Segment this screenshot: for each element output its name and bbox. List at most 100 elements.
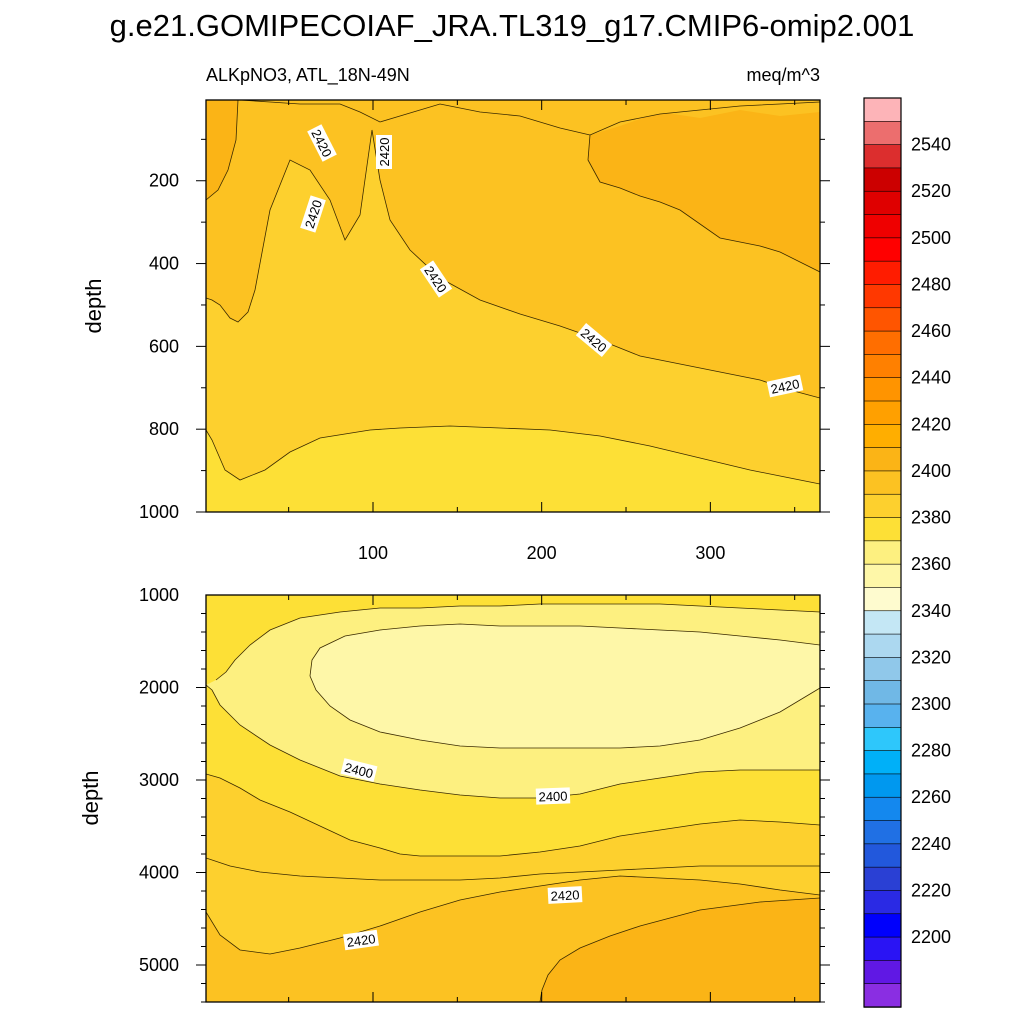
colorbar-swatch <box>863 167 902 192</box>
colorbar-swatch <box>863 587 902 612</box>
upper-fill-surface-dip <box>206 100 820 135</box>
upper-contour-2410 <box>206 425 820 485</box>
upper-x-tick-label: 200 <box>527 543 557 563</box>
colorbar-label: 2540 <box>911 135 951 155</box>
lower-contour-fills <box>206 595 820 1002</box>
colorbar-swatch <box>863 97 902 123</box>
colorbar: 2540 2520 2500 2480 2460 2440 2420 2400 2380 2360… <box>863 97 951 1008</box>
lower-y-tick-label: 1000 <box>139 585 179 605</box>
lower-contour-2420 <box>206 875 820 955</box>
upper-panel: ALKpNO3, ATL_18N-49N meq/m^3 2420 2420 <box>81 65 830 563</box>
colorbar-swatch <box>863 913 902 938</box>
colorbar-label: 2220 <box>911 880 951 900</box>
lower-clabel-2: 2400 <box>535 787 571 805</box>
colorbar-swatch <box>863 237 902 262</box>
svg-text:2400: 2400 <box>538 788 567 804</box>
upper-plot-frame <box>205 99 821 513</box>
upper-clabel-2: 2420 <box>376 135 392 169</box>
colorbar-swatch <box>863 214 902 239</box>
colorbar-swatch <box>863 843 902 868</box>
lower-contour-labels: 2400 2400 2420 2420 <box>340 758 583 951</box>
upper-y-tick-label: 200 <box>149 171 179 191</box>
colorbar-swatch <box>863 610 902 635</box>
colorbar-swatch <box>863 260 902 286</box>
colorbar-swatch <box>863 866 902 892</box>
svg-text:2400: 2400 <box>343 760 375 782</box>
lower-y-axis-title: depth <box>78 770 103 825</box>
colorbar-swatch <box>863 773 902 798</box>
lower-y-tick-label: 5000 <box>139 955 179 975</box>
colorbar-swatch <box>863 540 902 565</box>
svg-text:2420: 2420 <box>346 931 377 950</box>
colorbar-swatch <box>863 936 902 962</box>
colorbar-swatch <box>863 960 902 985</box>
colorbar-swatch <box>863 517 902 542</box>
colorbar-swatch <box>863 121 902 146</box>
colorbar-swatch <box>863 144 902 169</box>
svg-text:2420: 2420 <box>550 887 580 903</box>
colorbar-label: 2260 <box>911 787 951 807</box>
colorbar-label: 2440 <box>911 368 951 388</box>
colorbar-swatch <box>863 890 902 915</box>
upper-y-tick-label: 600 <box>149 336 179 356</box>
colorbar-swatch <box>863 750 902 775</box>
upper-y-axis-title: depth <box>81 278 106 333</box>
colorbar-label: 2480 <box>911 274 951 294</box>
colorbar-swatch <box>863 657 902 682</box>
svg-text:2420: 2420 <box>377 138 392 167</box>
upper-y-tick-label: 400 <box>149 254 179 274</box>
upper-y-tick-label: 800 <box>149 419 179 439</box>
colorbar-label: 2320 <box>911 647 951 667</box>
colorbar-swatch <box>863 820 902 845</box>
colorbar-swatch <box>863 703 902 729</box>
colorbar-swatch <box>863 424 902 449</box>
lower-fill-2430 <box>540 898 820 1002</box>
upper-fill-2430-west <box>206 100 238 200</box>
colorbar-label: 2380 <box>911 508 951 528</box>
upper-right-string: meq/m^3 <box>747 65 820 85</box>
colorbar-swatch <box>863 330 902 356</box>
colorbar-swatch <box>863 307 902 332</box>
colorbar-label: 2340 <box>911 601 951 621</box>
colorbar-label: 2360 <box>911 554 951 574</box>
lower-contour-2410 <box>206 773 820 857</box>
colorbar-label: 2520 <box>911 181 951 201</box>
lower-y-tick-label: 3000 <box>139 770 179 790</box>
colorbar-swatch <box>863 354 902 379</box>
lower-y-tick-label: 4000 <box>139 863 179 883</box>
lower-contour-2390 <box>309 623 820 749</box>
svg-text:2420: 2420 <box>769 376 800 397</box>
colorbar-swatch <box>863 447 902 472</box>
upper-clabel-6: 2420 <box>766 374 804 398</box>
upper-contour-2430-west <box>206 100 239 201</box>
upper-contour-2430-east <box>587 101 820 273</box>
colorbar-label: 2460 <box>911 321 951 341</box>
colorbar-label: 2300 <box>911 694 951 714</box>
lower-panel: 2400 2400 2420 2420 1000 2000 3000 4000 5000… <box>78 585 830 1003</box>
lower-clabel-1: 2400 <box>340 758 378 782</box>
colorbar-label: 2400 <box>911 461 951 481</box>
colorbar-swatch <box>863 796 902 822</box>
lower-contour-2400-top <box>215 603 820 681</box>
colorbar-swatch <box>863 377 902 402</box>
lower-ticks: 1000 2000 3000 4000 5000 <box>139 585 830 1003</box>
colorbar-swatch <box>863 563 902 589</box>
lower-y-tick-label: 2000 <box>139 678 179 698</box>
lower-contour-2410-b <box>206 857 820 881</box>
colorbar-label: 2200 <box>911 927 951 947</box>
colorbar-swatch <box>863 633 902 659</box>
lower-contour-2430 <box>539 897 820 1002</box>
colorbar-swatch <box>863 727 902 752</box>
colorbar-swatch <box>863 284 902 309</box>
colorbar-label: 2420 <box>911 414 951 434</box>
colorbar-label: 2280 <box>911 741 951 761</box>
lower-clabel-3: 2420 <box>547 886 583 904</box>
colorbar-swatch <box>863 983 902 1008</box>
colorbar-swatch <box>863 493 902 519</box>
upper-ticks: 100 200 300 200 400 600 800 1000 <box>139 100 830 563</box>
colorbar-label: 2500 <box>911 228 951 248</box>
colorbar-swatch <box>863 400 902 426</box>
figure-title: g.e21.GOMIPECOIAF_JRA.TL319_g17.CMIP6-om… <box>110 8 915 43</box>
colorbar-label: 2240 <box>911 834 951 854</box>
